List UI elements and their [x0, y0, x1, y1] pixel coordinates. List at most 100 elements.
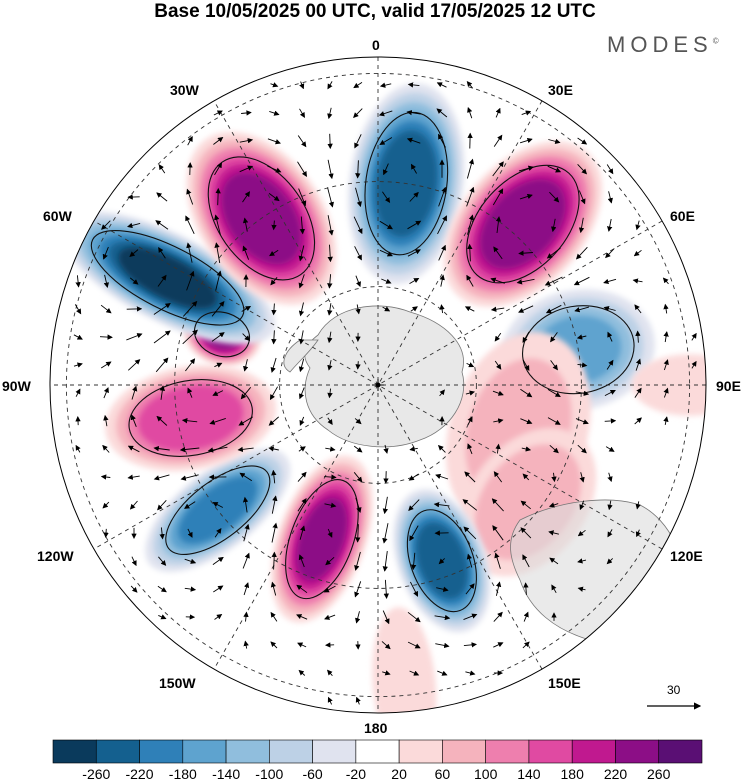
- wind-arrow-icon: [242, 217, 249, 232]
- wind-arrow-icon: [409, 670, 420, 676]
- wind-arrow-icon: [546, 247, 561, 259]
- colorbar-swatch: [615, 739, 660, 764]
- wind-arrow-icon: [493, 418, 504, 424]
- wind-arrow-icon: [327, 388, 333, 399]
- wind-arrow-icon: [187, 528, 193, 538]
- wind-arrow-icon: [127, 222, 141, 229]
- wind-arrow-icon: [100, 304, 112, 314]
- wind-arrow-icon: [579, 472, 585, 483]
- copyright-mark: ©: [712, 36, 719, 46]
- wind-arrow-icon: [467, 443, 473, 455]
- wind-arrow-icon: [327, 215, 334, 236]
- wind-arrow-icon: [607, 500, 613, 511]
- wind-arrow-icon: [409, 525, 419, 542]
- wind-arrow-icon: [327, 528, 333, 538]
- wind-arrow-icon: [355, 187, 362, 208]
- wind-arrow-icon: [298, 188, 307, 207]
- wind-arrow-icon: [298, 669, 306, 676]
- wind-arrow-icon: [187, 136, 193, 146]
- wind-arrow-icon: [327, 331, 333, 344]
- height-contour: [466, 164, 580, 284]
- wind-arrow-icon: [269, 249, 279, 257]
- wind-arrow-icon: [409, 581, 419, 597]
- wind-arrow-icon: [466, 274, 474, 287]
- wind-arrow-icon: [212, 556, 224, 565]
- wind-arrow-icon: [242, 496, 249, 513]
- wind-arrow-icon: [297, 471, 307, 482]
- wind-arrow-icon: [633, 249, 642, 257]
- wind-arrow-icon: [213, 585, 224, 593]
- wind-arrow-icon: [410, 163, 417, 174]
- wind-arrow-icon: [179, 446, 200, 453]
- wind-arrow-icon: [520, 418, 533, 425]
- wind-arrow-icon: [494, 552, 501, 569]
- wind-arrow-icon: [100, 474, 111, 480]
- wind-arrow-icon: [355, 304, 361, 315]
- wind-arrow-icon: [406, 137, 421, 144]
- wind-arrow-icon: [355, 361, 361, 370]
- lon-label-150w: 150W: [159, 675, 196, 691]
- wind-arrow-icon: [550, 332, 558, 343]
- wind-arrow-icon: [577, 444, 587, 454]
- wind-arrow-icon: [522, 641, 530, 649]
- wind-arrow-icon: [271, 495, 278, 514]
- wind-arrow-icon: [410, 552, 417, 571]
- wind-arrow-icon: [519, 137, 533, 144]
- wind-arrow-icon: [576, 334, 587, 340]
- wind-arrow-icon: [74, 304, 82, 315]
- wind-arrow-icon: [521, 110, 532, 116]
- colorbar-tick-label: 260: [647, 766, 671, 782]
- wind-arrow-icon: [379, 82, 392, 88]
- wind-arrow-icon: [327, 244, 333, 263]
- wind-arrow-icon: [131, 385, 138, 400]
- wind-arrow-icon: [382, 523, 389, 544]
- lon-label-90e: 90E: [716, 378, 741, 394]
- wind-arrow-icon: [548, 530, 560, 536]
- wind-arrow-icon: [439, 389, 445, 397]
- colorbar-swatch: [312, 739, 357, 764]
- wind-arrow-icon: [465, 583, 475, 595]
- wind-arrow-icon: [103, 414, 109, 427]
- wind-arrow-icon: [378, 110, 393, 117]
- wind-arrow-icon: [408, 499, 420, 512]
- colorbar-swatch: [269, 739, 313, 764]
- wind-arrow-icon: [467, 214, 474, 235]
- wind-arrow-icon: [406, 109, 421, 116]
- wind-arrow-icon: [241, 110, 252, 116]
- colorbar-swatch: [139, 739, 184, 764]
- wind-arrow-icon: [516, 278, 535, 285]
- wind-arrow-icon: [268, 446, 279, 452]
- wind-arrow-icon: [545, 304, 562, 314]
- wind-arrow-icon: [297, 135, 307, 148]
- wind-arrow-icon: [242, 191, 251, 203]
- wind-arrow-icon: [435, 642, 450, 649]
- wind-arrow-icon: [577, 163, 588, 175]
- wind-arrow-icon: [603, 306, 616, 312]
- colorbar-tick-label: -100: [255, 766, 284, 782]
- wind-arrow-icon: [551, 584, 557, 594]
- wind-arrow-icon: [549, 444, 559, 454]
- wind-arrow-icon: [325, 446, 336, 452]
- wind-arrow-icon: [691, 332, 697, 341]
- wind-arrow-icon: [493, 471, 503, 483]
- wind-arrow-icon: [606, 359, 614, 370]
- wind-arrow-icon: [436, 108, 448, 118]
- wind-arrow-icon: [465, 390, 475, 396]
- wind-arrow-icon: [181, 418, 198, 424]
- wind-arrow-icon: [102, 246, 109, 260]
- wind-arrow-icon: [324, 502, 337, 508]
- wind-arrow-icon: [606, 164, 614, 175]
- wind-arrow-icon: [157, 585, 167, 593]
- wind-arrow-icon: [379, 137, 393, 145]
- wind-arrow-icon: [409, 277, 420, 284]
- wind-arrow-icon: [575, 246, 588, 260]
- colorbar-swatch: [485, 739, 530, 764]
- wind-arrow-icon: [299, 416, 305, 426]
- height-contour: [90, 230, 245, 326]
- wind-arrow-icon: [214, 613, 223, 620]
- wind-arrow-icon: [75, 388, 81, 397]
- wind-arrow-icon: [182, 300, 198, 317]
- map-border: [49, 56, 707, 714]
- lon-label-0: 0: [372, 37, 380, 53]
- wind-arrow-icon: [604, 418, 617, 424]
